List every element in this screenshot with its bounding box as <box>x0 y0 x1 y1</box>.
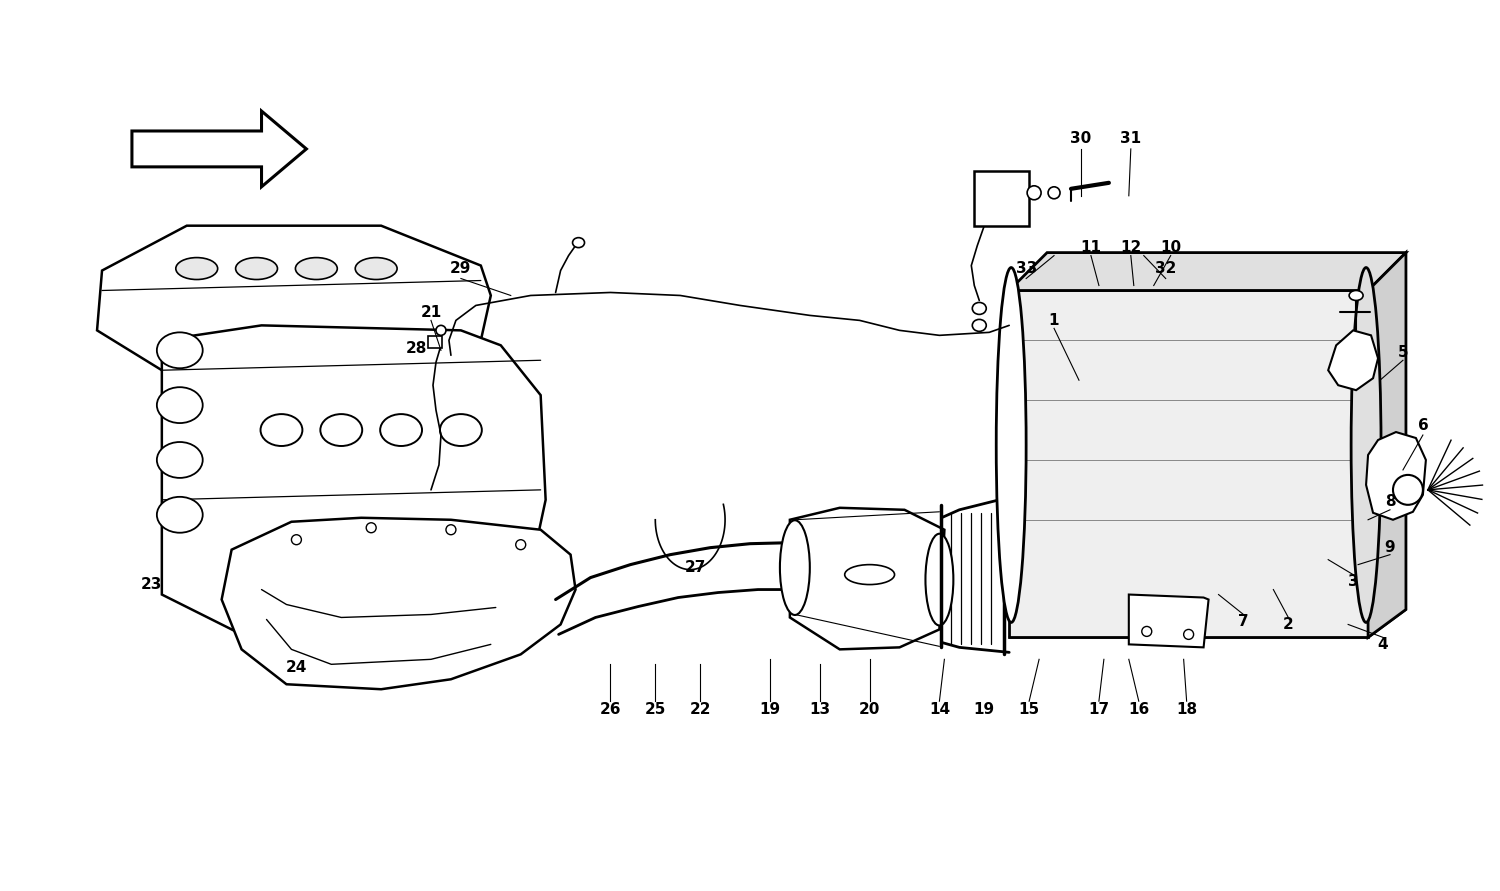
Polygon shape <box>1130 594 1209 648</box>
Ellipse shape <box>1028 186 1041 200</box>
Text: 20: 20 <box>859 702 880 716</box>
Text: 29: 29 <box>450 261 471 276</box>
Text: 19: 19 <box>759 702 780 716</box>
Ellipse shape <box>972 302 987 315</box>
Ellipse shape <box>926 534 954 625</box>
Ellipse shape <box>996 267 1026 623</box>
Text: 12: 12 <box>1120 240 1142 255</box>
Ellipse shape <box>296 257 338 280</box>
Ellipse shape <box>844 565 894 584</box>
Polygon shape <box>1366 432 1426 519</box>
Text: 16: 16 <box>1128 702 1149 716</box>
Ellipse shape <box>1348 290 1364 300</box>
Text: 4: 4 <box>1377 637 1389 652</box>
Text: 21: 21 <box>420 305 441 320</box>
Text: 3: 3 <box>1348 574 1359 589</box>
Polygon shape <box>790 508 945 650</box>
Ellipse shape <box>573 238 585 248</box>
Text: 32: 32 <box>1155 261 1176 276</box>
Text: 9: 9 <box>1384 540 1395 555</box>
Ellipse shape <box>516 540 525 550</box>
Ellipse shape <box>176 257 217 280</box>
Bar <box>427 336 442 348</box>
Ellipse shape <box>440 414 482 446</box>
Ellipse shape <box>436 325 445 335</box>
Ellipse shape <box>261 414 303 446</box>
Text: 1: 1 <box>1048 313 1059 328</box>
Polygon shape <box>132 111 306 187</box>
Text: 26: 26 <box>600 702 621 716</box>
Ellipse shape <box>1394 475 1423 505</box>
Text: 22: 22 <box>690 702 711 716</box>
Text: 23: 23 <box>141 577 162 592</box>
Text: 14: 14 <box>928 702 950 716</box>
Ellipse shape <box>158 497 203 533</box>
Ellipse shape <box>1184 629 1194 640</box>
Ellipse shape <box>158 332 203 368</box>
Text: 13: 13 <box>808 702 831 716</box>
Ellipse shape <box>972 319 987 331</box>
Text: 25: 25 <box>645 702 666 716</box>
Polygon shape <box>1368 253 1406 637</box>
Ellipse shape <box>1352 267 1382 623</box>
Text: 31: 31 <box>1120 132 1142 146</box>
Text: 24: 24 <box>285 660 308 674</box>
Text: 2: 2 <box>1282 617 1293 632</box>
Text: 10: 10 <box>1160 240 1180 255</box>
Ellipse shape <box>446 525 456 535</box>
Ellipse shape <box>1142 626 1152 636</box>
Text: 30: 30 <box>1071 132 1092 146</box>
Polygon shape <box>1010 290 1368 637</box>
Polygon shape <box>1328 331 1378 390</box>
Polygon shape <box>162 325 546 640</box>
Text: 15: 15 <box>1019 702 1040 716</box>
Polygon shape <box>98 225 490 371</box>
Ellipse shape <box>291 535 302 544</box>
Text: 8: 8 <box>1384 495 1395 510</box>
Text: 11: 11 <box>1080 240 1101 255</box>
Bar <box>975 171 1029 225</box>
Text: 18: 18 <box>1176 702 1197 716</box>
Ellipse shape <box>321 414 362 446</box>
Ellipse shape <box>380 414 422 446</box>
Text: 27: 27 <box>684 560 706 575</box>
Polygon shape <box>1010 609 1406 637</box>
Text: 19: 19 <box>974 702 994 716</box>
Ellipse shape <box>158 388 203 423</box>
Polygon shape <box>1010 253 1406 290</box>
Text: 28: 28 <box>405 340 426 356</box>
Ellipse shape <box>356 257 398 280</box>
Ellipse shape <box>158 442 203 478</box>
Ellipse shape <box>366 523 376 533</box>
Polygon shape <box>222 518 576 690</box>
Ellipse shape <box>236 257 278 280</box>
Text: 6: 6 <box>1418 418 1428 432</box>
Text: 17: 17 <box>1089 702 1110 716</box>
Ellipse shape <box>1048 187 1060 199</box>
Ellipse shape <box>780 520 810 615</box>
Text: 33: 33 <box>1016 261 1036 276</box>
Text: 5: 5 <box>1398 345 1408 360</box>
Text: 7: 7 <box>1238 614 1250 629</box>
